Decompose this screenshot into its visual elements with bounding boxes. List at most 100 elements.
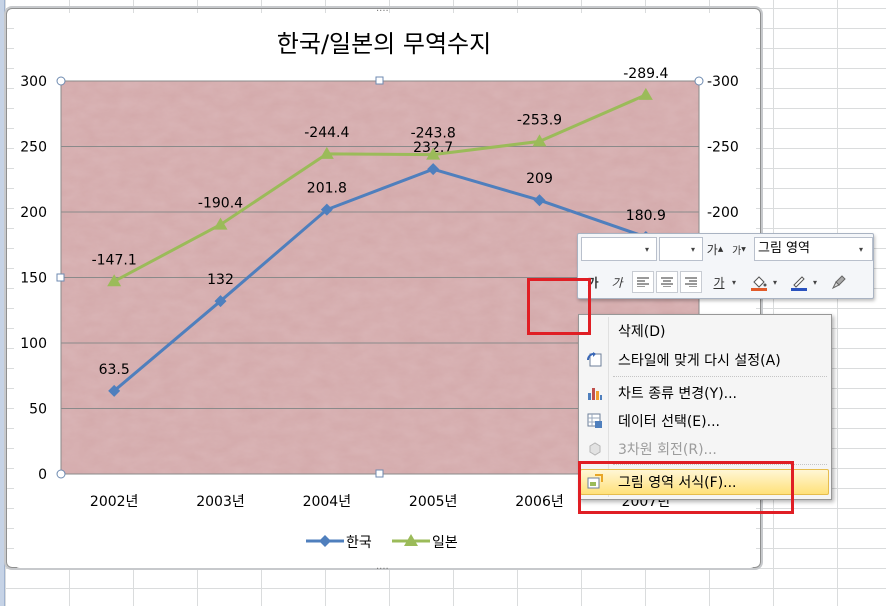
data-label: 201.8: [307, 181, 347, 197]
data-point[interactable]: [533, 194, 546, 207]
italic-button[interactable]: 가: [606, 271, 628, 293]
chart-element-select[interactable]: 그림 영역: [754, 237, 873, 261]
y-tick-label: 0: [38, 467, 47, 483]
menu-item-reset-style[interactable]: 스타일에 맞게 다시 설정(A): [581, 348, 828, 372]
menu-item-format-plot-area[interactable]: 그림 영역 서식(F)...: [580, 469, 829, 495]
y2-tick-label: -200: [707, 205, 739, 221]
data-label: -244.4: [304, 125, 349, 141]
secondary-y-axis[interactable]: -200 -250 -300: [707, 74, 739, 221]
fill-color-button[interactable]: [748, 271, 770, 293]
menu-separator: [613, 376, 827, 377]
underline-label: 가: [713, 275, 725, 290]
bold-button[interactable]: 가: [582, 271, 604, 293]
menu-item-reset-style-label: 스타일에 맞게 다시 설정(A): [618, 353, 781, 369]
italic-label: 가: [611, 275, 623, 290]
underline-dropdown-icon[interactable]: ▾: [732, 278, 737, 287]
align-center-button[interactable]: [656, 271, 678, 293]
line-color-button[interactable]: [788, 271, 810, 293]
chart-element-select-value: 그림 영역: [758, 241, 810, 256]
data-label: 63.5: [99, 362, 130, 378]
x-tick-label: 2006년: [515, 494, 564, 510]
font-size-dropdown-icon[interactable]: ▾: [691, 245, 696, 254]
x-tick-label: 2005년: [409, 494, 458, 510]
line-color-dropdown-icon[interactable]: ▾: [813, 278, 818, 287]
data-label: -243.8: [411, 126, 456, 142]
primary-y-axis[interactable]: 0 50 100 150 200 250 300: [20, 74, 47, 483]
paint-bucket-icon: [751, 276, 767, 291]
grow-font-label: 가: [706, 242, 718, 257]
menu-item-select-data[interactable]: 데이터 선택(E)...: [581, 409, 828, 433]
grow-font-button[interactable]: 가 ▲: [706, 242, 724, 257]
context-menu[interactable]: 삭제(D) 스타일에 맞게 다시 설정(A) 차트 종류 변경(Y)... 데이…: [578, 314, 832, 500]
data-point[interactable]: [427, 163, 440, 176]
data-point[interactable]: [532, 134, 547, 147]
y2-tick-label: -250: [707, 140, 739, 156]
format-plot-area-icon: [584, 473, 606, 491]
menu-item-delete[interactable]: 삭제(D): [581, 319, 828, 343]
x-tick-label: 2004년: [303, 494, 352, 510]
legend-japan-marker: [404, 534, 418, 546]
data-label: 209: [526, 171, 553, 187]
legend[interactable]: 한국 일본: [306, 534, 458, 551]
plot-area-selection-handles[interactable]: [56, 76, 704, 479]
font-size-box[interactable]: [659, 237, 703, 261]
series-japan[interactable]: -147.1 -190.4 -244.4 -243.8 -253.9 -289.4: [92, 66, 669, 287]
data-point[interactable]: [108, 384, 121, 397]
pen-icon: [791, 276, 807, 291]
data-point[interactable]: [319, 146, 334, 159]
legend-japan-label: 일본: [432, 535, 458, 551]
chart-element-dropdown-icon[interactable]: ▾: [859, 245, 864, 254]
data-point[interactable]: [426, 147, 441, 160]
shrink-font-button[interactable]: 가 ▼: [728, 238, 750, 260]
series-line[interactable]: [113, 167, 647, 392]
menu-item-delete-label: 삭제(D): [618, 324, 666, 340]
chart-title[interactable]: 한국/일본의 무역수지: [277, 30, 491, 58]
row-header-strip: [0, 0, 5, 606]
brush-icon: [831, 275, 846, 290]
3d-rotation-icon: [584, 440, 606, 458]
series-line[interactable]: [113, 93, 647, 283]
data-label: -253.9: [517, 112, 562, 128]
menu-item-change-chart-type-label: 차트 종류 변경(Y)...: [618, 386, 738, 402]
menu-item-3d-rotation-label: 3차원 회전(R)...: [618, 442, 717, 458]
data-point[interactable]: [214, 295, 227, 308]
underline-button[interactable]: 가: [708, 271, 730, 293]
align-left-icon: [637, 277, 649, 287]
data-label: 180.9: [626, 208, 666, 224]
frame-grip-bottom[interactable]: ····: [376, 564, 389, 575]
data-point[interactable]: [320, 203, 333, 216]
y-tick-label: 100: [20, 336, 47, 352]
chart-type-icon: [584, 384, 606, 402]
data-label: -147.1: [92, 252, 137, 268]
data-label: -190.4: [198, 196, 243, 212]
align-left-button[interactable]: [632, 271, 654, 293]
y-tick-label: 250: [20, 140, 47, 156]
data-point[interactable]: [213, 217, 228, 230]
bold-label: 가: [587, 275, 599, 290]
data-point[interactable]: [638, 87, 653, 100]
legend-korea-marker: [319, 535, 331, 547]
reset-style-icon: [584, 351, 606, 369]
format-painter-button[interactable]: [828, 271, 850, 293]
x-tick-label: 2003년: [196, 494, 245, 510]
data-point[interactable]: [107, 274, 122, 287]
menu-item-3d-rotation[interactable]: 3차원 회전(R)...: [581, 437, 828, 461]
menu-item-select-data-label: 데이터 선택(E)...: [618, 414, 720, 430]
y-tick-label: 300: [20, 74, 47, 90]
data-label: -289.4: [623, 66, 668, 82]
legend-korea-label: 한국: [346, 535, 372, 551]
data-label: 132: [207, 272, 234, 288]
font-name-dropdown-icon[interactable]: ▾: [645, 245, 650, 254]
y-tick-label: 50: [29, 402, 47, 418]
align-right-button[interactable]: [680, 271, 702, 293]
series-layer[interactable]: 63.5132201.8232.7209180.9-147.1-190.4-24…: [92, 66, 669, 397]
font-name-box[interactable]: [581, 237, 657, 261]
frame-grip-top[interactable]: ····: [376, 6, 389, 17]
shrink-font-label: 가: [732, 245, 742, 257]
mini-toolbar[interactable]: ▾ ▾ 가 ▲ 가 ▼ 그림 영역 ▾ 가 가 가 ▾ ▾ ▾: [577, 233, 874, 299]
fill-color-dropdown-icon[interactable]: ▾: [773, 278, 778, 287]
align-center-icon: [661, 277, 673, 287]
menu-item-change-chart-type[interactable]: 차트 종류 변경(Y)...: [581, 381, 828, 405]
